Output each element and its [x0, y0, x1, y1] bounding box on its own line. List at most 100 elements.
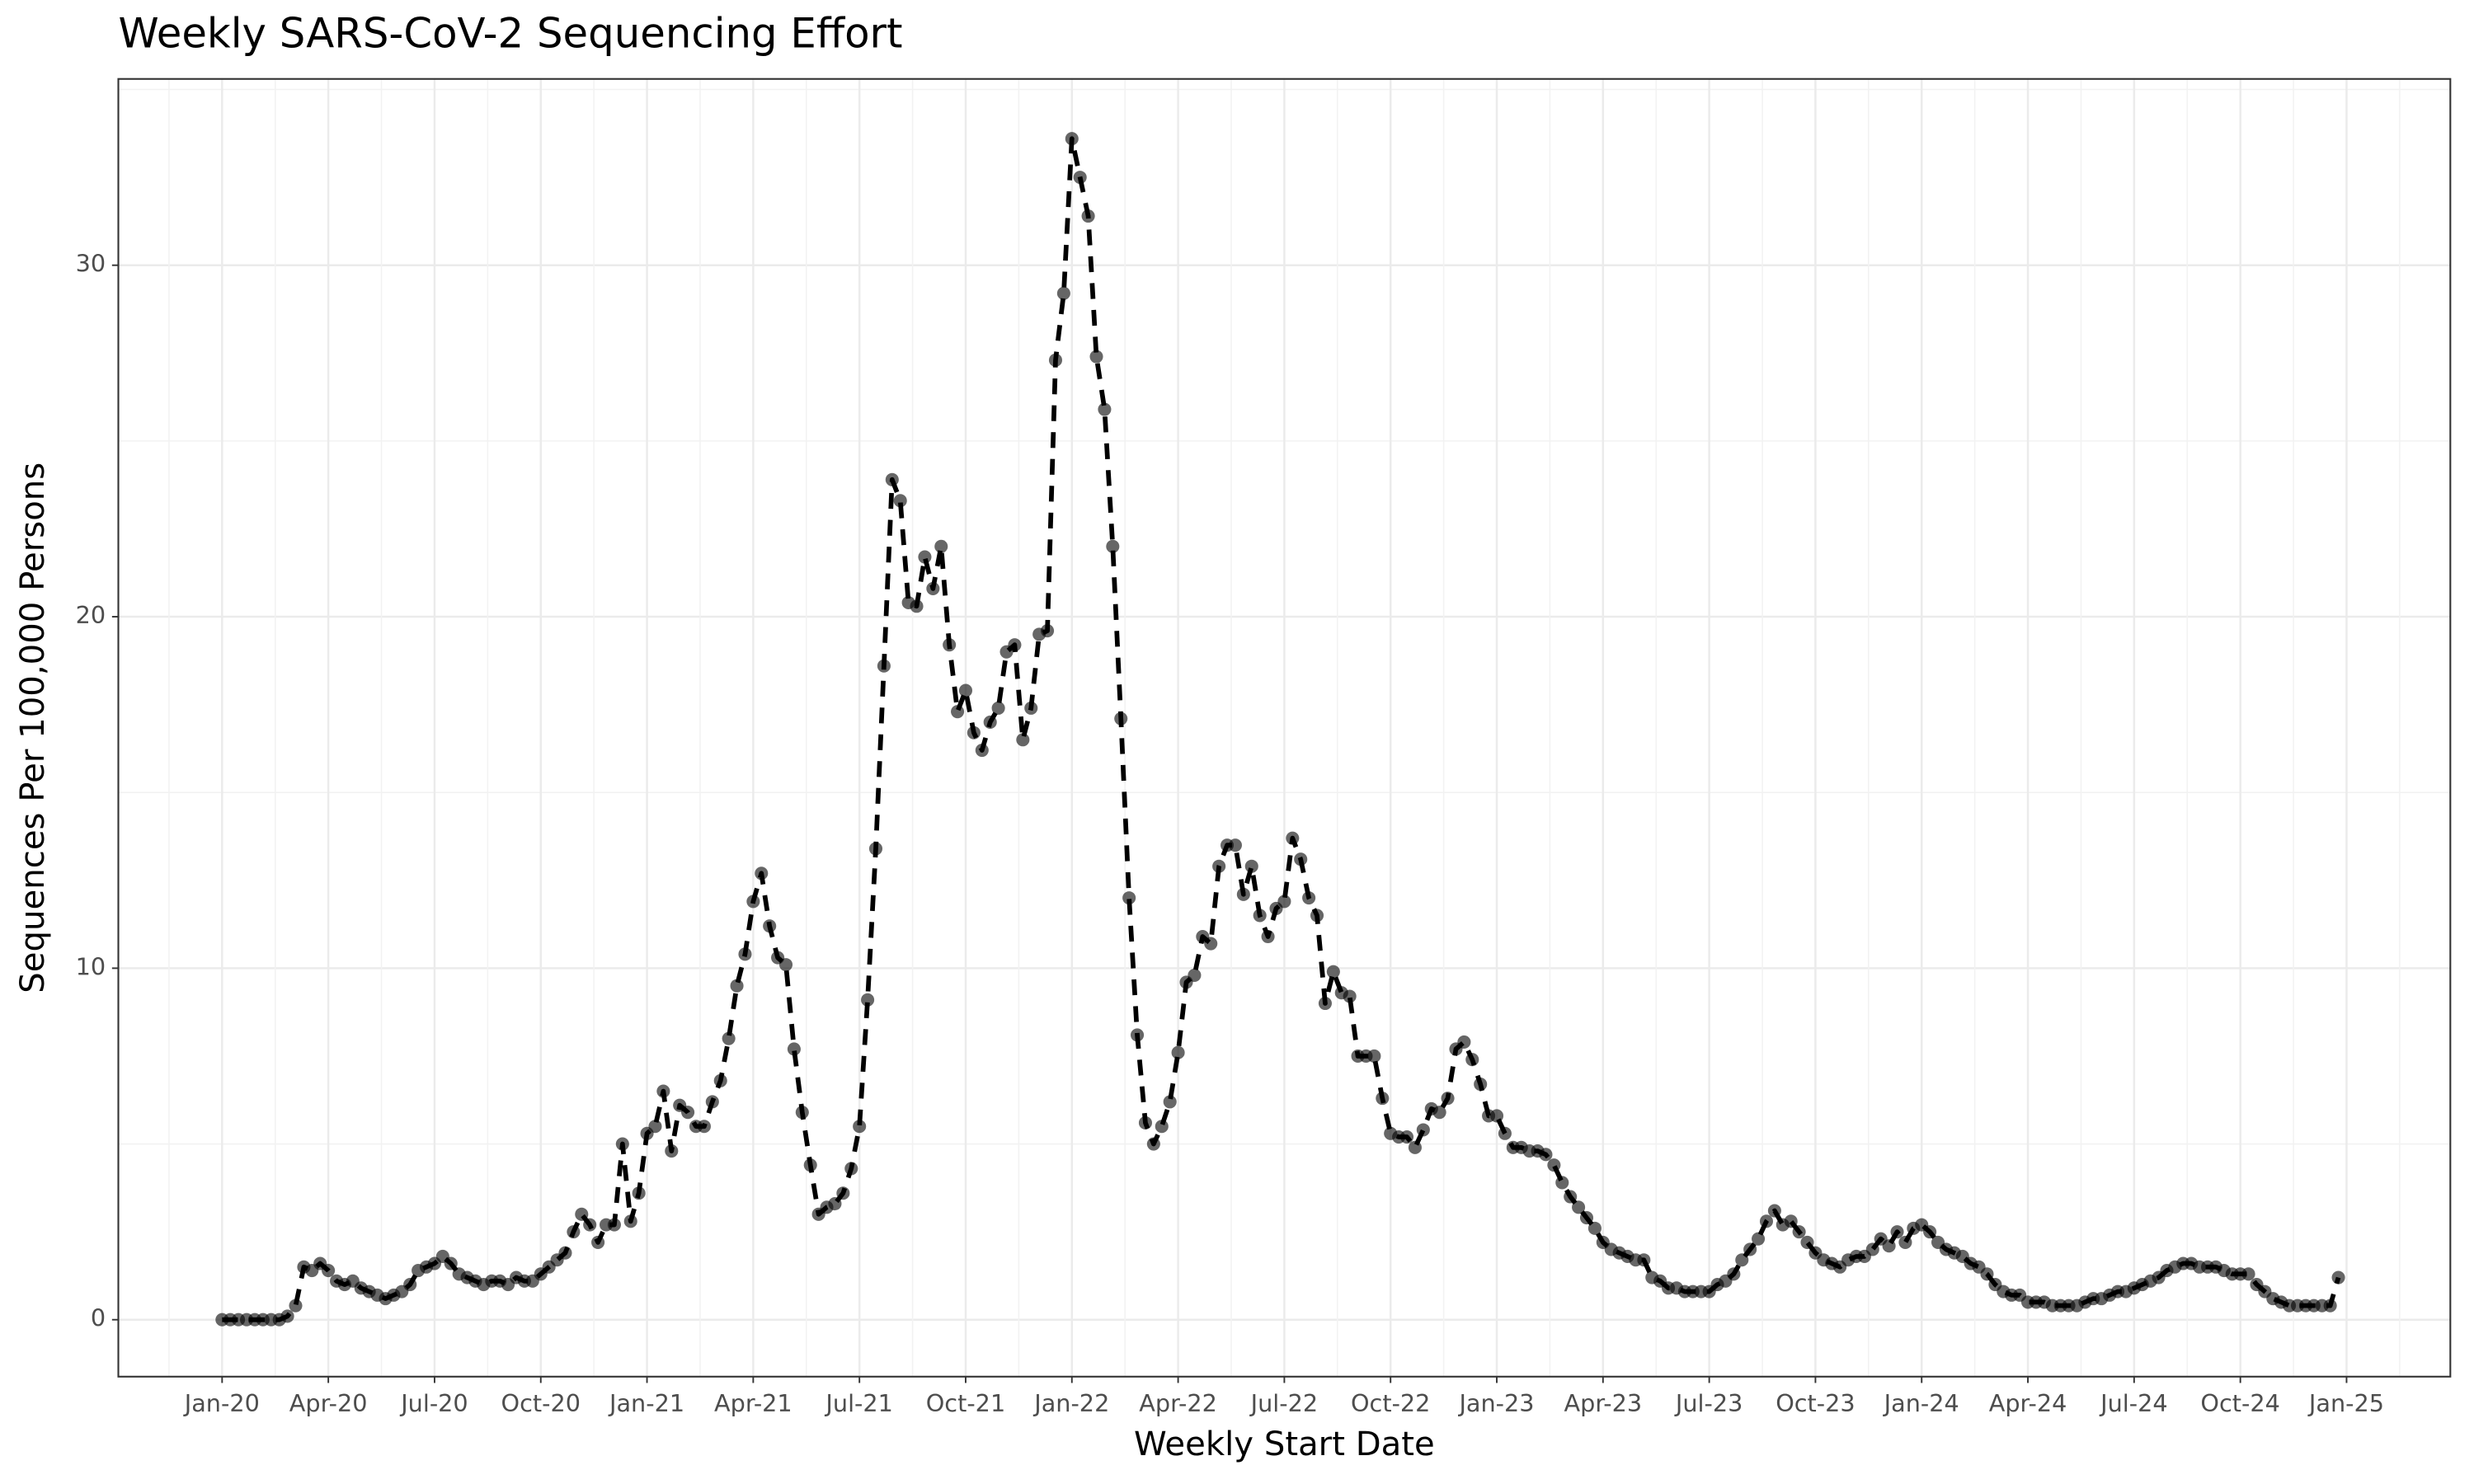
data-point	[803, 1158, 817, 1172]
data-point	[1759, 1214, 1774, 1228]
x-tick-label: Jan-21	[608, 1389, 684, 1417]
data-point	[1106, 539, 1120, 553]
data-point	[1098, 402, 1112, 416]
data-point	[558, 1246, 572, 1260]
data-point	[926, 581, 940, 595]
data-point	[2241, 1267, 2255, 1281]
data-point	[1980, 1267, 1994, 1281]
data-point	[1498, 1126, 1512, 1140]
data-point	[575, 1207, 589, 1221]
x-tick-label: Jan-25	[2307, 1389, 2384, 1417]
data-point	[975, 744, 989, 758]
data-point	[1727, 1267, 1741, 1281]
data-point	[1923, 1225, 1937, 1239]
data-point	[1792, 1225, 1806, 1239]
data-point	[1212, 859, 1226, 873]
data-point	[623, 1214, 637, 1228]
data-point	[1041, 624, 1055, 638]
data-point	[844, 1162, 858, 1176]
data-point	[1367, 1049, 1381, 1064]
x-tick-label: Oct-20	[501, 1389, 581, 1417]
data-point	[967, 726, 981, 740]
x-tick-label: Oct-23	[1776, 1389, 1855, 1417]
data-point	[795, 1106, 809, 1120]
data-point	[1171, 1045, 1185, 1059]
x-tick-label: Apr-23	[1564, 1389, 1642, 1417]
data-point	[868, 842, 883, 856]
data-point	[289, 1298, 303, 1313]
data-point	[1131, 1028, 1145, 1042]
y-tick-label: 10	[76, 952, 106, 980]
data-point	[583, 1218, 597, 1232]
data-point	[1416, 1123, 1430, 1137]
data-point	[697, 1120, 711, 1134]
data-point	[1188, 968, 1202, 982]
x-tick-label: Jul-24	[2099, 1389, 2167, 1417]
data-point	[1056, 286, 1070, 300]
data-point	[1752, 1232, 1766, 1246]
data-point	[1376, 1092, 1390, 1106]
data-point	[722, 1031, 736, 1045]
data-point	[1735, 1253, 1749, 1267]
data-point	[1547, 1158, 1561, 1172]
data-point	[403, 1278, 417, 1292]
x-tick-label: Jan-20	[183, 1389, 260, 1417]
data-point	[1294, 852, 1308, 866]
data-point	[1326, 965, 1340, 979]
data-point	[1286, 831, 1300, 845]
data-point	[1457, 1035, 1471, 1049]
data-point	[828, 1196, 842, 1211]
data-point	[1138, 1115, 1152, 1130]
data-point	[1073, 171, 1087, 185]
data-point	[910, 599, 924, 613]
data-point	[1865, 1242, 1879, 1256]
data-point	[853, 1120, 867, 1134]
data-point	[632, 1186, 646, 1200]
data-point	[444, 1256, 458, 1270]
data-point	[1474, 1078, 1488, 1092]
data-point	[1408, 1140, 1422, 1154]
x-tick-label: Jul-20	[399, 1389, 468, 1417]
data-point	[322, 1263, 336, 1278]
x-tick-label: Oct-21	[926, 1389, 1005, 1417]
data-point	[1204, 937, 1218, 951]
data-point	[1343, 989, 1357, 1003]
data-point	[943, 638, 957, 652]
data-point	[1146, 1137, 1160, 1151]
data-point	[1489, 1109, 1504, 1123]
data-point	[1016, 733, 1030, 747]
data-point	[1163, 1095, 1177, 1109]
data-point	[607, 1218, 621, 1232]
data-point	[1564, 1190, 1578, 1204]
data-point	[1767, 1204, 1781, 1218]
data-point	[705, 1095, 719, 1109]
data-point	[763, 919, 777, 933]
data-point	[918, 550, 932, 564]
data-point	[1065, 132, 1079, 146]
data-point	[1302, 891, 1316, 905]
data-point	[1898, 1235, 1912, 1249]
data-point	[280, 1309, 294, 1323]
data-point	[1236, 887, 1250, 901]
data-point	[1081, 209, 1095, 223]
data-point	[1743, 1242, 1757, 1256]
data-point	[1089, 350, 1103, 364]
data-point	[1310, 909, 1324, 923]
data-point	[648, 1120, 662, 1134]
marks	[215, 132, 2345, 1327]
data-point	[1587, 1221, 1602, 1235]
data-point	[738, 947, 752, 961]
data-point	[746, 895, 760, 909]
x-tick-label: Jul-22	[1249, 1389, 1318, 1417]
data-point	[1318, 996, 1332, 1011]
y-tick-label: 30	[76, 250, 106, 278]
data-point	[1432, 1106, 1446, 1120]
data-point	[1244, 859, 1258, 873]
data-point	[787, 1042, 801, 1056]
data-point	[1800, 1235, 1814, 1249]
x-tick-label: Apr-22	[1139, 1389, 1217, 1417]
data-point	[713, 1073, 727, 1087]
x-tick-label: Oct-24	[2200, 1389, 2279, 1417]
data-point	[1465, 1053, 1479, 1067]
